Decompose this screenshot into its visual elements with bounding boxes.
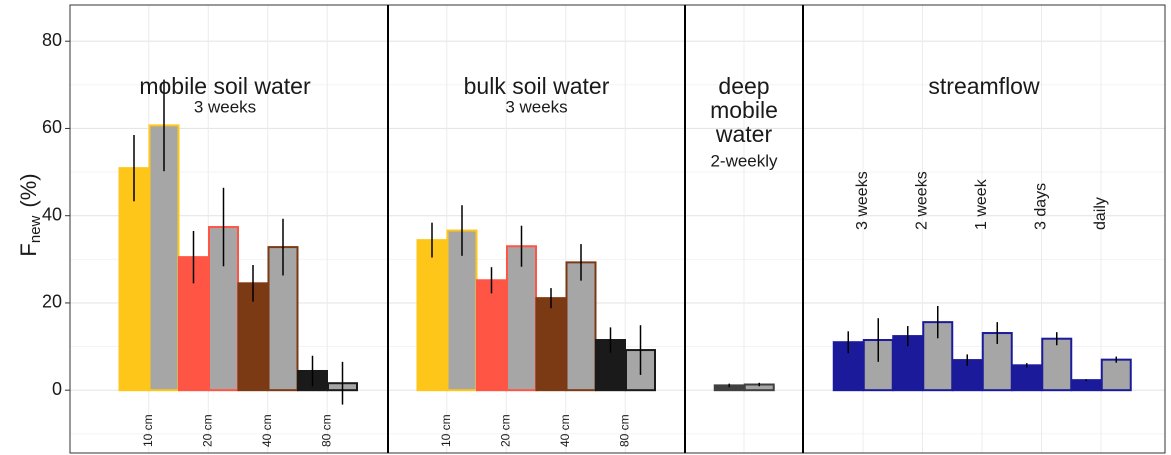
panel-title: streamflow	[928, 73, 1040, 99]
panel-title: deep	[718, 73, 769, 99]
y-label-unit: (%)	[16, 173, 41, 207]
category-label: 3 days	[1033, 183, 1050, 230]
category-label: 2 weeks	[914, 171, 931, 230]
bar	[118, 167, 150, 392]
y-axis-label: Fnew (%)	[16, 173, 44, 256]
category-label: daily	[1092, 197, 1109, 230]
panel-title: bulk soil water	[464, 73, 610, 99]
panel-subtitle: 3 weeks	[505, 97, 567, 116]
category-label: 10 cm	[141, 414, 155, 447]
bar	[1041, 337, 1073, 392]
category-label: 40 cm	[558, 414, 572, 447]
y-label-main: F	[16, 243, 41, 256]
bar	[535, 297, 567, 392]
bar	[416, 239, 448, 392]
panel-title: water	[715, 121, 773, 147]
y-tick-label: 40	[42, 204, 62, 224]
category-label: 3 weeks	[854, 171, 871, 230]
y-tick-label: 20	[42, 292, 62, 312]
category-label: 20 cm	[200, 414, 214, 447]
panel-title: mobile	[710, 97, 778, 123]
y-label-sub: new	[27, 215, 44, 243]
category-label: 1 week	[973, 178, 990, 230]
bar	[506, 245, 537, 392]
y-tick-label: 80	[42, 30, 62, 50]
y-tick-label: 60	[42, 117, 62, 137]
bar	[1011, 364, 1043, 392]
panel-subtitle: 3 weeks	[194, 97, 256, 116]
y-tick-label: 0	[52, 379, 62, 399]
category-label: 40 cm	[260, 414, 274, 447]
plot-frame	[69, 4, 1166, 454]
category-label: 80 cm	[617, 414, 631, 447]
bar	[1100, 358, 1132, 392]
panel-subtitle: 2-weekly	[710, 151, 778, 170]
bar	[1070, 379, 1102, 392]
category-label: 80 cm	[319, 414, 333, 447]
bar	[565, 261, 597, 392]
bar	[476, 279, 507, 392]
bar	[446, 229, 478, 392]
panel-title: mobile soil water	[139, 73, 311, 99]
category-label: 20 cm	[498, 414, 512, 447]
category-label: 10 cm	[439, 414, 453, 447]
